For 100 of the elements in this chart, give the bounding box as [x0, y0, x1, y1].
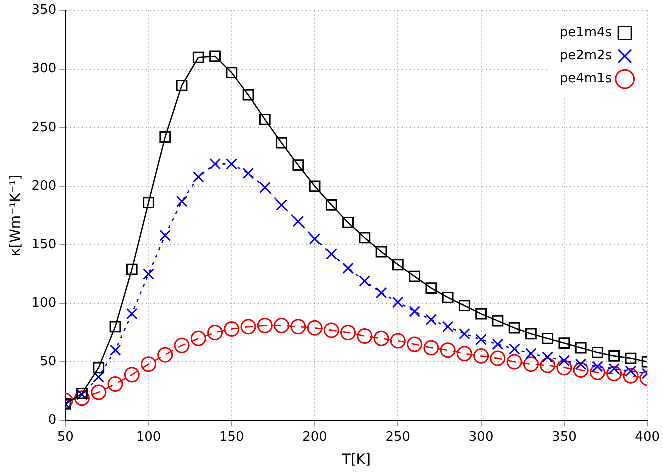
- point: [592, 346, 604, 358]
- point: [110, 344, 122, 356]
- point: [426, 314, 438, 326]
- point: [542, 352, 554, 364]
- point: [540, 358, 556, 374]
- point: [476, 308, 488, 320]
- point: [392, 296, 404, 308]
- point: [210, 158, 221, 170]
- x-tick-label: 300: [468, 430, 494, 445]
- x-axis-title: T[K]: [341, 452, 371, 468]
- point: [390, 333, 406, 349]
- point: [376, 287, 388, 299]
- point: [74, 390, 90, 406]
- point: [190, 330, 206, 346]
- point: [558, 355, 570, 367]
- point: [492, 315, 504, 327]
- point: [110, 321, 122, 333]
- point: [290, 319, 306, 335]
- point: [141, 356, 157, 372]
- point: [606, 366, 622, 382]
- y-tick-label: 100: [32, 296, 57, 311]
- point: [124, 367, 140, 383]
- point: [326, 199, 338, 211]
- point: [340, 325, 356, 341]
- point: [407, 336, 423, 352]
- y-tick-label: 0: [48, 412, 57, 428]
- point: [523, 356, 539, 372]
- point: [160, 230, 172, 242]
- point: [224, 322, 240, 338]
- point: [160, 132, 172, 143]
- point: [257, 318, 273, 334]
- point: [292, 160, 304, 172]
- point: [442, 292, 454, 304]
- legend-label: pe2m2s: [560, 48, 612, 64]
- y-tick-label: 350: [32, 3, 57, 18]
- point: [424, 340, 440, 356]
- point: [409, 270, 420, 282]
- point: [276, 137, 288, 149]
- point: [625, 352, 637, 364]
- point: [259, 114, 271, 126]
- point: [608, 350, 620, 362]
- point: [91, 384, 107, 400]
- x-tick-label: 150: [219, 430, 244, 445]
- point: [226, 67, 238, 79]
- point: [508, 322, 520, 334]
- legend-label: pe4m1s: [560, 72, 612, 87]
- point: [623, 368, 639, 384]
- point: [342, 262, 354, 274]
- point: [192, 171, 204, 183]
- point: [174, 338, 190, 354]
- point: [242, 168, 254, 180]
- point: [374, 330, 390, 346]
- point: [359, 276, 371, 287]
- point: [309, 180, 321, 192]
- point: [426, 282, 438, 294]
- point: [456, 346, 472, 362]
- point: [143, 197, 154, 209]
- point: [442, 321, 454, 333]
- point: [357, 328, 373, 344]
- point: [359, 232, 371, 244]
- point: [573, 362, 589, 378]
- y-tick-label: 250: [32, 120, 57, 136]
- point: [126, 264, 138, 276]
- point: [240, 319, 256, 335]
- point: [440, 342, 456, 358]
- point: [342, 217, 354, 228]
- point: [126, 308, 138, 320]
- point: [476, 334, 488, 346]
- point: [324, 322, 340, 338]
- point: [508, 343, 520, 355]
- point: [242, 89, 254, 101]
- x-tick-label: 100: [136, 430, 162, 445]
- point: [307, 320, 323, 336]
- point: [474, 348, 490, 364]
- point: [259, 182, 271, 194]
- point: [274, 318, 290, 334]
- point: [176, 80, 188, 92]
- point: [590, 364, 606, 380]
- point: [226, 158, 238, 170]
- point: [276, 199, 288, 211]
- point: [506, 354, 522, 370]
- point: [176, 196, 188, 208]
- point: [208, 325, 224, 341]
- point: [192, 52, 204, 64]
- y-axis-title: κ[Wm⁻¹K⁻¹]: [8, 174, 24, 257]
- x-tick-label: 50: [57, 430, 74, 445]
- legend-label: pe1m4s: [560, 26, 612, 41]
- x-tick-label: 350: [552, 430, 577, 445]
- point: [326, 248, 338, 260]
- point: [525, 328, 537, 340]
- x-tick-label: 250: [386, 430, 411, 445]
- point: [158, 347, 174, 363]
- point: [458, 328, 470, 340]
- point: [210, 50, 221, 62]
- point: [575, 342, 587, 354]
- y-tick-label: 150: [32, 237, 57, 252]
- x-tick-label: 200: [302, 430, 328, 445]
- point: [556, 360, 572, 376]
- point: [93, 362, 105, 374]
- point: [525, 348, 537, 360]
